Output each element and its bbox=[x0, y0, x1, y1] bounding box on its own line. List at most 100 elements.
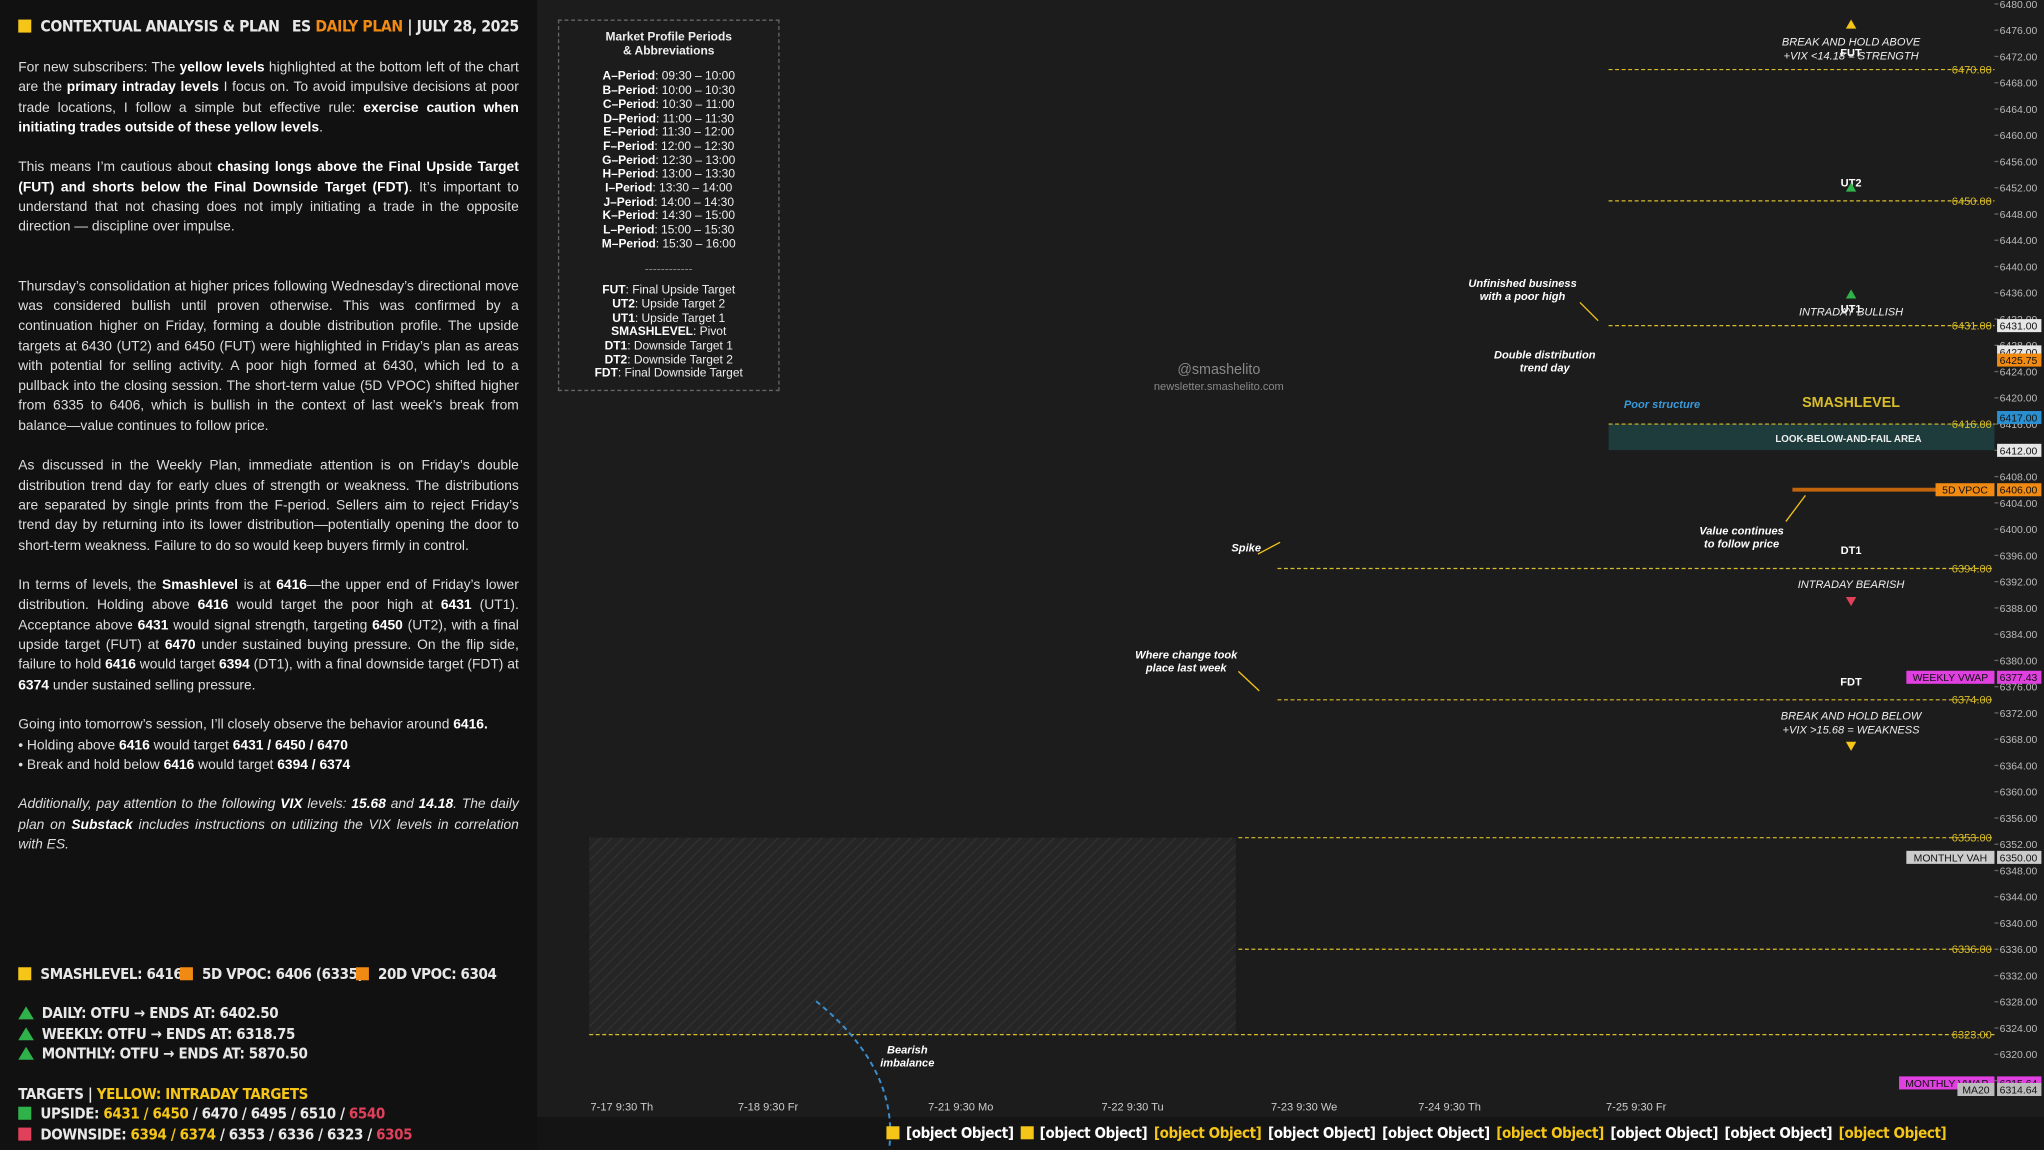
direction-triangle bbox=[1845, 597, 1857, 607]
text-run: UPSIDE: bbox=[40, 1104, 104, 1123]
text-run: VIX bbox=[280, 796, 303, 813]
axis-tag-name: WEEKLY VWAP bbox=[1913, 673, 1989, 684]
profile-legend: Market Profile Periods & Abbreviations A–P… bbox=[557, 19, 780, 392]
y-tick-label: 6364.00 bbox=[2000, 761, 2038, 772]
key-level-text: 20D VPOC: 6304 bbox=[378, 964, 497, 983]
legend-row: K–Period: 14:30 – 15:00 bbox=[559, 209, 778, 223]
y-tick-label: 6340.00 bbox=[2000, 919, 2038, 930]
level-price: 6450.00 bbox=[1952, 196, 1992, 208]
trend-text: DAILY: OTFU → ENDS AT: 6402.50 bbox=[41, 1003, 279, 1022]
legend-row: E–Period: 11:30 – 12:00 bbox=[559, 125, 778, 139]
legend-desc: : 15:30 – 16:00 bbox=[655, 237, 736, 251]
targets-upside: UPSIDE: 6431 / 6450 / 6470 / 6495 / 6510… bbox=[18, 1104, 385, 1122]
axis-tag-name-box bbox=[1957, 1082, 1995, 1097]
y-tick-label: 6408.00 bbox=[2000, 473, 2038, 484]
header-separator: | bbox=[407, 16, 413, 36]
header-plan: DAILY PLAN bbox=[315, 16, 403, 36]
annotation-arrow bbox=[1579, 301, 1599, 322]
y-tick-label: 6460.00 bbox=[2000, 131, 2038, 142]
level-name: UT1 bbox=[1841, 304, 1862, 316]
look-below-area bbox=[1608, 424, 1995, 451]
text-run: 6394 bbox=[218, 657, 250, 674]
text-run: TARGETS bbox=[18, 1084, 84, 1103]
text-run: . It’s important to understand that not … bbox=[18, 179, 519, 236]
legend-key: DT1 bbox=[604, 339, 628, 353]
axis-tag bbox=[1997, 483, 2042, 497]
annotation: Where change took bbox=[1135, 649, 1238, 661]
legend-key: D–Period bbox=[603, 111, 656, 125]
level-price: 6336.00 bbox=[1952, 944, 1992, 956]
key-marker bbox=[18, 967, 32, 981]
annotation-arrow bbox=[1785, 494, 1806, 522]
text-run: / 6470 / 6495 / 6510 / bbox=[188, 1104, 349, 1123]
y-tick-label: 6324.00 bbox=[2000, 1024, 2038, 1035]
footer-text: [object Object] bbox=[1267, 1123, 1376, 1142]
zone-label: +VIX <14.18 = STRENGTH bbox=[1783, 50, 1919, 62]
direction-triangle bbox=[1845, 741, 1857, 751]
axis-tag-label: 6412.00 bbox=[2000, 446, 2038, 457]
legend-key: FUT bbox=[602, 283, 626, 297]
trend: WEEKLY: OTFU → ENDS AT: 6318.75 bbox=[18, 1024, 295, 1042]
key-level: 20D VPOC: 6304 bbox=[355, 964, 497, 983]
annotation: trend day bbox=[1520, 363, 1571, 375]
annotation: with a poor high bbox=[1480, 291, 1566, 303]
legend-desc: : 09:30 – 10:00 bbox=[655, 69, 735, 83]
y-tick-label: 6424.00 bbox=[2000, 367, 2038, 378]
legend-row: B–Period: 10:00 – 10:30 bbox=[559, 84, 778, 98]
y-tick-label: 6372.00 bbox=[2000, 709, 2038, 720]
axis-tag-name-box bbox=[1906, 850, 1995, 864]
paragraph: Going into tomorrow’s session, I’ll clos… bbox=[18, 716, 519, 736]
footer-marker bbox=[886, 1126, 900, 1140]
legend-key: E–Period bbox=[603, 125, 656, 139]
legend-row: DT2: Downside Target 2 bbox=[559, 353, 778, 367]
y-tick-label: 6452.00 bbox=[2000, 184, 2038, 195]
text-run: 6431 bbox=[137, 617, 169, 634]
header-marker bbox=[18, 19, 32, 33]
text-run: 6416 bbox=[119, 737, 150, 753]
text-run: primary intraday levels bbox=[66, 79, 219, 96]
legend-row: L–Period: 15:00 – 15:30 bbox=[559, 223, 778, 237]
annotation: place last week bbox=[1145, 662, 1228, 674]
text-run: under sustained buying pressure. On the … bbox=[18, 637, 519, 674]
axis-tag bbox=[1997, 353, 2042, 367]
annotation: Spike bbox=[1231, 542, 1261, 554]
legend-row: G–Period: 12:30 – 13:00 bbox=[559, 153, 778, 167]
text-run: 6374 bbox=[18, 677, 49, 693]
y-tick-label: 6416.00 bbox=[2000, 420, 2038, 431]
axis-tag-label: 6377.43 bbox=[2000, 673, 2038, 684]
text-run: 6540 bbox=[348, 1104, 385, 1123]
text-run: would target bbox=[194, 757, 278, 773]
zone-label: BREAK AND HOLD ABOVE bbox=[1782, 37, 1921, 49]
paragraph: As discussed in the Weekly Plan, immedia… bbox=[18, 457, 519, 557]
text-run: . The daily plan on bbox=[18, 796, 519, 833]
axis-tag-label: 6406.00 bbox=[2000, 486, 2038, 497]
header-left: CONTEXTUAL ANALYSIS & PLAN bbox=[18, 17, 280, 35]
text-run: 6416 bbox=[105, 657, 136, 674]
legend-row: M–Period: 15:30 – 16:00 bbox=[559, 237, 778, 251]
legend-row: FUT: Final Upside Target bbox=[559, 283, 778, 297]
key-level: 5D VPOC: 6406 (6335) bbox=[179, 965, 364, 983]
level-price: 6394.00 bbox=[1952, 563, 1992, 575]
y-tick-label: 6328.00 bbox=[2000, 998, 2038, 1009]
annotation: Unfinished business bbox=[1468, 278, 1576, 290]
text-run: would target bbox=[135, 657, 219, 674]
balance-area bbox=[589, 837, 1236, 1035]
level-price: 6470.00 bbox=[1952, 64, 1992, 76]
footer-text: [object Object] bbox=[1382, 1123, 1490, 1142]
y-tick-label: 6376.00 bbox=[2000, 683, 2038, 694]
legend-key: K–Period bbox=[602, 209, 656, 223]
key-level-text: SMASHLEVEL: 6416 bbox=[40, 964, 183, 983]
trend-up-icon bbox=[18, 1026, 34, 1040]
y-tick-label: 6404.00 bbox=[2000, 499, 2038, 510]
y-tick-label: 6368.00 bbox=[2000, 735, 2038, 746]
targets-downside: DOWNSIDE: 6394 / 6374 / 6353 / 6336 / 63… bbox=[18, 1124, 413, 1143]
axis-tag-label: 6427.00 bbox=[2000, 348, 2038, 359]
text-run: includes instructions on utilizing the V… bbox=[18, 816, 519, 853]
legend-desc: : 10:30 – 11:00 bbox=[655, 97, 735, 111]
text-run: —the upper end of Friday’s lower distrib… bbox=[18, 577, 519, 614]
paragraph: In terms of levels, the Smashlevel is at… bbox=[18, 576, 519, 696]
upside-marker bbox=[18, 1106, 32, 1120]
text-run: 6431 / 6450 bbox=[103, 1104, 189, 1123]
legend-desc: : Downside Target 1 bbox=[627, 339, 733, 353]
zone-label: BREAK AND HOLD BELOW bbox=[1781, 711, 1923, 723]
